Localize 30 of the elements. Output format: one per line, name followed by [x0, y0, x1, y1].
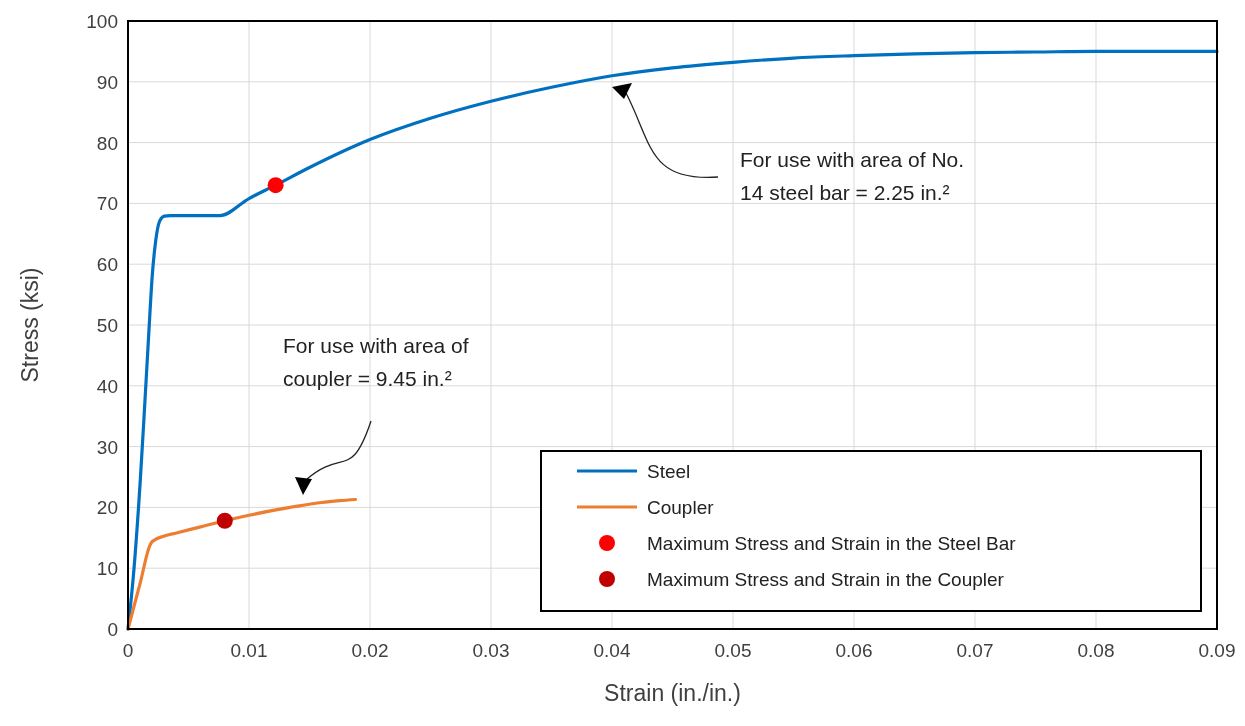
y-tick-label: 20: [96, 497, 118, 519]
x-tick-label: 0.06: [835, 640, 873, 661]
x-tick-label: 0.07: [956, 640, 994, 661]
y-tick-label: 30: [96, 436, 118, 458]
x-tick-label: 0.09: [1198, 640, 1236, 661]
annotation: For use with area of No. 14 steel bar = 2.25 in.²: [740, 148, 965, 204]
x-tick-label: 0.08: [1077, 640, 1115, 661]
x-axis-title: Strain (in./in.): [604, 680, 741, 706]
y-tick-label: 60: [96, 254, 118, 276]
x-tick-label: 0.03: [472, 640, 510, 661]
legend-label: Maximum Stress and Strain in the Steel Bar: [647, 533, 1017, 554]
legend-label: Maximum Stress and Strain in the Coupler: [647, 569, 1005, 590]
x-tick-label: 0.02: [351, 640, 389, 661]
line-series: [126, 497, 358, 631]
x-tick-label: 0.05: [714, 640, 752, 661]
x-tick-label: 0: [122, 640, 134, 661]
y-tick-label: 70: [96, 193, 118, 215]
y-tick-label: 40: [96, 375, 118, 397]
y-tick-label: 90: [96, 71, 118, 93]
legend-label: Steel: [647, 461, 691, 482]
x-tick-label: 0.04: [593, 640, 631, 661]
x-tick-label: 0.01: [230, 640, 268, 661]
annotation: For use with area of coupler = 9.45 in.²: [283, 334, 469, 390]
legend-label: Coupler: [647, 497, 715, 518]
y-tick-label: 50: [96, 315, 118, 336]
y-axis-title: Stress (ksi): [17, 267, 43, 383]
y-tick-label: 10: [96, 558, 118, 580]
y-tick-label: 0: [107, 619, 118, 640]
y-tick-label: 80: [96, 132, 118, 154]
y-tick-label: 100: [86, 11, 118, 32]
